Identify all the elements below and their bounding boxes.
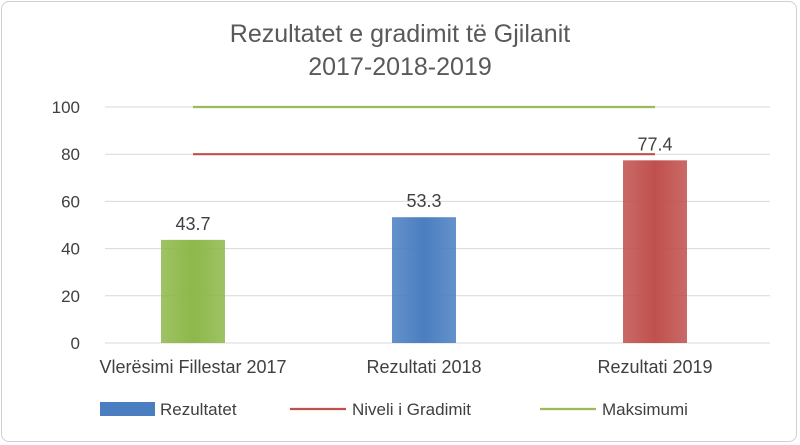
reference-lines: [193, 105, 655, 156]
legend-swatch-bar: [100, 402, 155, 416]
data-label: 43.7: [175, 214, 210, 234]
chart-title: Rezultatet e gradimit të Gjilanit: [229, 20, 571, 48]
y-tick-label: 60: [61, 192, 80, 211]
bars: [161, 160, 687, 343]
chart-subtitle: 2017-2018-2019: [308, 53, 492, 81]
y-tick-label: 40: [61, 240, 80, 259]
y-tick-label: 20: [61, 287, 80, 306]
bar-1: [392, 217, 456, 343]
y-tick-label: 80: [61, 145, 80, 164]
legend-label: Maksimumi: [602, 400, 688, 419]
data-label: 77.4: [637, 134, 672, 154]
chart-title-block: Rezultatet e gradimit të Gjilanit 2017-2…: [2, 18, 796, 84]
data-labels: 43.7 53.3 77.4: [175, 134, 672, 234]
y-tick-label: 0: [71, 334, 80, 353]
category-label: Vlerësimi Fillestar 2017: [99, 357, 286, 377]
bar-2: [623, 160, 687, 343]
legend-label: Niveli i Gradimit: [352, 400, 471, 419]
x-axis-categories: Vlerësimi Fillestar 2017 Rezultati 2018 Re…: [99, 357, 712, 377]
legend-label: Rezultatet: [160, 400, 237, 419]
legend: Rezultatet Niveli i Gradimit Maksimumi: [100, 400, 688, 419]
bar-0: [161, 239, 225, 343]
data-label: 53.3: [406, 191, 441, 211]
category-label: Rezultati 2019: [597, 357, 712, 377]
y-axis-ticks: 0 20 40 60 80 100: [52, 98, 80, 353]
y-tick-label: 100: [52, 98, 80, 117]
category-label: Rezultati 2018: [366, 357, 481, 377]
